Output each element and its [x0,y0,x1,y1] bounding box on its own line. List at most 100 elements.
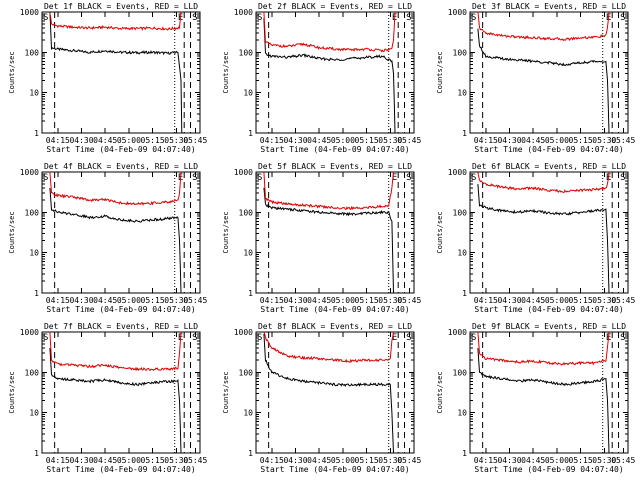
start-marker-left: S [43,333,48,343]
chart-title: Det 5f BLACK = Events, RED = LLD [258,162,412,171]
plot-frame [41,11,201,134]
y-tick-label: 10 [457,409,467,418]
x-tick-label: 05:45 [183,136,207,145]
start-marker-right: S [620,333,625,343]
start-marker-left: S [43,173,48,183]
y-axis-label: Counts/sec [222,51,230,93]
lld-series-line [263,11,396,53]
x-tick-label: 04:45 [307,136,331,145]
start-marker-left: S [471,333,476,343]
end-marker: E [392,173,397,183]
lld-series-line [263,171,394,211]
events-series-line [477,184,610,294]
start-marker-right: S [406,333,411,343]
start-marker-right: S [192,13,197,23]
y-axis-label: Counts/sec [222,371,230,413]
x-tick-label: 04:15 [474,456,498,465]
chart-panel-3: Det 3f BLACK = Events, RED = LLD 1 10 100 10… [436,2,635,154]
y-tick-label: 100 [239,368,254,377]
y-tick-label: 1 [248,129,253,138]
x-tick-label: 05:30 [592,136,616,145]
lld-series-line [477,331,610,366]
y-tick-label: 1 [34,449,39,458]
x-tick-label: 04:45 [521,296,545,305]
y-axis-label: Counts/sec [436,51,444,93]
chart-panel-7: Det 7f BLACK = Events, RED = LLD 1 10 100 10… [8,322,207,474]
y-axis-label: Counts/sec [8,211,16,253]
y-tick-label: 1 [462,129,467,138]
start-marker-left: S [257,173,262,183]
y-tick-label: 1000 [20,168,39,177]
x-tick-label: 04:30 [283,456,307,465]
y-tick-label: 1000 [448,328,467,337]
x-tick-label: 04:45 [521,456,545,465]
chart-panel-8: Det 8f BLACK = Events, RED = LLD 1 10 100 10… [222,322,421,474]
plot-frame [255,11,415,134]
x-tick-label: 05:45 [183,296,207,305]
x-tick-label: 04:30 [283,296,307,305]
y-tick-label: 100 [453,368,468,377]
y-axis-label: Counts/sec [436,211,444,253]
lld-series-line [49,11,182,31]
y-tick-label: 1 [248,289,253,298]
y-tick-label: 100 [25,48,40,57]
y-tick-label: 1 [462,449,467,458]
chart-panel-6: Det 6f BLACK = Events, RED = LLD 1 10 100 10… [436,162,635,314]
x-tick-label: 04:30 [497,456,521,465]
y-tick-label: 1 [248,449,253,458]
start-marker-left: S [471,13,476,23]
start-marker-left: S [471,173,476,183]
plot-frame [41,331,201,454]
y-tick-label: 10 [243,89,253,98]
x-tick-label: 05:30 [164,136,188,145]
y-tick-label: 1 [34,129,39,138]
x-tick-label: 04:30 [69,136,93,145]
x-tick-label: 05:00 [331,296,355,305]
y-tick-label: 10 [29,249,39,258]
x-tick-label: 04:45 [93,456,117,465]
y-tick-label: 100 [239,208,254,217]
y-tick-label: 1000 [448,168,467,177]
x-tick-label: 04:30 [497,136,521,145]
x-axis-label: Start Time (04-Feb-09 04:07:40) [474,145,623,154]
x-tick-label: 04:30 [497,296,521,305]
x-axis-label: Start Time (04-Feb-09 04:07:40) [46,465,195,474]
start-marker-right: S [406,173,411,183]
y-tick-label: 1000 [234,168,253,177]
x-tick-label: 05:30 [592,456,616,465]
x-tick-label: 05:00 [331,456,355,465]
y-tick-label: 1000 [234,328,253,337]
lld-series-line [49,331,182,372]
y-tick-label: 10 [29,89,39,98]
x-tick-label: 04:30 [283,136,307,145]
x-tick-label: 05:00 [117,456,141,465]
y-tick-label: 10 [457,249,467,258]
x-tick-label: 05:15 [569,136,593,145]
x-tick-label: 05:15 [141,136,165,145]
y-axis-label: Counts/sec [8,371,16,413]
y-tick-label: 10 [243,409,253,418]
x-tick-label: 04:15 [260,136,284,145]
x-tick-label: 04:45 [307,456,331,465]
y-tick-label: 100 [25,208,40,217]
events-series-line [49,11,183,134]
chart-title: Det 9f BLACK = Events, RED = LLD [472,322,626,331]
events-series-line [49,188,182,294]
x-tick-label: 04:15 [474,136,498,145]
start-marker-right: S [192,173,197,183]
x-tick-label: 05:15 [355,296,379,305]
x-axis-label: Start Time (04-Feb-09 04:07:40) [46,305,195,314]
events-series-line [263,18,396,134]
y-tick-label: 100 [239,48,254,57]
chart-title: Det 7f BLACK = Events, RED = LLD [44,322,198,331]
plot-frame [255,331,415,454]
chart-panel-5: Det 5f BLACK = Events, RED = LLD 1 10 100 10… [222,162,421,314]
x-tick-label: 05:45 [611,136,635,145]
x-tick-label: 05:15 [355,136,379,145]
x-tick-label: 04:15 [46,456,70,465]
chart-panel-2: Det 2f BLACK = Events, RED = LLD 1 10 100 10… [222,2,421,154]
start-marker-left: S [257,333,262,343]
y-tick-label: 1000 [20,8,39,17]
x-tick-label: 05:00 [545,296,569,305]
plot-frame [255,171,415,294]
